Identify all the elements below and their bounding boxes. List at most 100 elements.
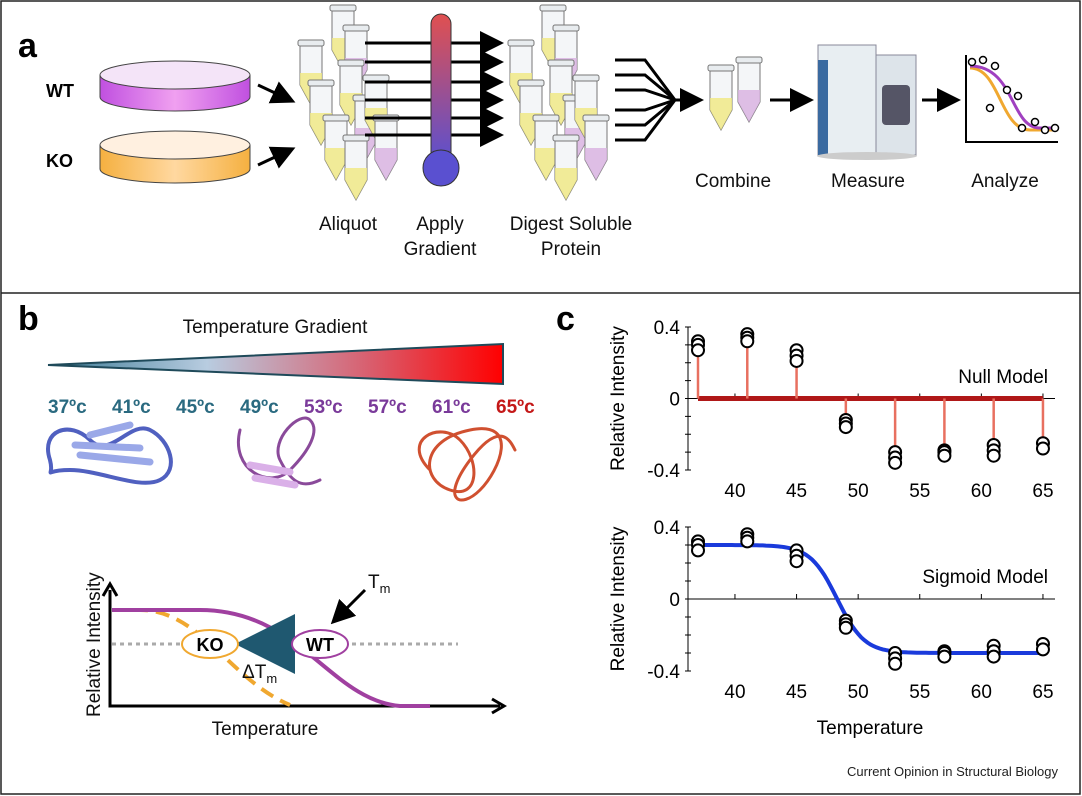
tube-cap <box>735 56 763 64</box>
step-protein: Protein <box>541 239 601 260</box>
temperature-label: 49ºc <box>240 397 279 418</box>
x-tick-label: 60 <box>971 682 992 703</box>
y-axis-label: Relative Intensity <box>608 526 629 671</box>
data-point <box>937 649 952 664</box>
data-point <box>986 649 1001 664</box>
x-tick-label: 55 <box>909 481 930 502</box>
temperature-label: 57ºc <box>368 397 407 418</box>
melting-curve-plot: KO WT Tm ΔTm Relative Intensity Temperat… <box>84 572 507 740</box>
x-tick-label: 65 <box>1032 682 1053 703</box>
wt-dish-icon <box>99 60 251 112</box>
data-point <box>1035 441 1050 456</box>
tube-cap <box>342 134 370 142</box>
wt-marker <box>291 629 349 659</box>
tm-label: Tm <box>368 572 390 596</box>
data-point <box>1035 642 1050 657</box>
temperature-label: 53ºc <box>304 397 343 418</box>
panel-c: c 0.4 0 -0.4 40 45 50 55 60 65 Relative Intensity… <box>556 300 1055 739</box>
tube-cap <box>572 74 600 82</box>
tube-liquid <box>710 98 732 130</box>
unfolded-protein-icon <box>417 427 517 502</box>
chart-title: Null Model <box>958 367 1048 388</box>
x-axis-label: Temperature <box>817 718 924 739</box>
tube-liquid <box>738 90 760 122</box>
sigmoid-model-chart: 0.4 0 -0.4 40 45 50 55 60 65 Relative Intensity Si… <box>608 518 1055 739</box>
tube-cap <box>707 64 735 72</box>
b-ylabel: Relative Intensity <box>84 572 105 717</box>
ko-dish-icon <box>99 130 251 184</box>
temperature-label: 37ºc <box>48 397 87 418</box>
step-combine: Combine <box>695 171 771 192</box>
combine-arrows <box>615 58 704 142</box>
tm-pointer-arrow <box>330 588 367 625</box>
y-tick-label: -0.4 <box>647 662 680 683</box>
panel-a: a WT KO Aliquot Apply Gradient Digest So… <box>18 4 1060 260</box>
arrow-icon <box>257 146 296 169</box>
tube-cap <box>297 39 325 47</box>
mass-spectrometer-icon <box>817 44 917 160</box>
folded-protein-icon <box>46 421 173 485</box>
x-tick-label: 50 <box>848 682 869 703</box>
tube-cap <box>547 59 575 67</box>
x-tick-label: 45 <box>786 682 807 703</box>
data-point <box>937 448 952 463</box>
x-tick-label: 50 <box>848 481 869 502</box>
data-point <box>838 620 853 635</box>
tube-cap <box>507 39 535 47</box>
step-analyze: Analyze <box>971 171 1039 192</box>
aliquot-tubes-icon <box>297 4 400 202</box>
tube-cap <box>539 4 567 12</box>
partially-unfolded-protein-icon <box>236 416 322 489</box>
fan-line <box>615 98 676 127</box>
tube-cap <box>552 24 580 32</box>
data-point <box>888 656 903 671</box>
digest-tubes-icon <box>507 4 610 202</box>
data-point <box>838 420 853 435</box>
temperature-label: 61ºc <box>432 397 471 418</box>
x-tick-label: 40 <box>724 481 745 502</box>
tube-cap <box>307 79 335 87</box>
tube-cap <box>532 114 560 122</box>
y-axis-label: Relative Intensity <box>608 326 629 471</box>
gradient-title: Temperature Gradient <box>183 317 369 338</box>
thermometer-icon <box>422 13 460 187</box>
step-apply: Apply <box>416 214 464 235</box>
fan-line <box>615 88 676 102</box>
tube-cap <box>517 79 545 87</box>
y-tick-label: 0.4 <box>654 318 681 339</box>
tube-cap <box>362 74 390 82</box>
tube-liquid <box>375 148 397 180</box>
data-point <box>789 353 804 368</box>
ko-marker <box>181 629 239 659</box>
temperature-labels: 37ºc 41ºc 45ºc 49ºc 53ºc 57ºc 61ºc 65ºc <box>48 397 535 418</box>
tube-liquid <box>345 168 367 200</box>
data-point <box>888 455 903 470</box>
fan-line <box>615 73 676 102</box>
y-tick-label: 0 <box>669 590 680 611</box>
tube-cap <box>552 134 580 142</box>
wt-marker-label: WT <box>306 635 334 655</box>
fan-line <box>615 99 677 142</box>
ko-marker-label: KO <box>197 635 224 655</box>
b-xlabel: Temperature <box>212 719 319 740</box>
ko-label: KO <box>46 151 73 171</box>
chart-title: Sigmoid Model <box>922 567 1048 588</box>
temperature-label: 45ºc <box>176 397 215 418</box>
tube-cap <box>329 4 357 12</box>
arrow-icon <box>257 81 296 104</box>
fan-line <box>615 58 677 101</box>
step-digest: Digest Soluble <box>510 214 633 235</box>
step-measure: Measure <box>831 171 905 192</box>
x-tick-label: 60 <box>971 481 992 502</box>
temperature-label: 65ºc <box>496 397 535 418</box>
x-tick-label: 45 <box>786 481 807 502</box>
data-point <box>789 554 804 569</box>
y-tick-label: 0.4 <box>654 518 681 539</box>
panel-b-letter: b <box>18 300 39 338</box>
fan-line <box>615 98 676 112</box>
tube-cap <box>342 24 370 32</box>
data-point <box>740 534 755 549</box>
data-point <box>691 543 705 558</box>
tube-cap <box>322 114 350 122</box>
